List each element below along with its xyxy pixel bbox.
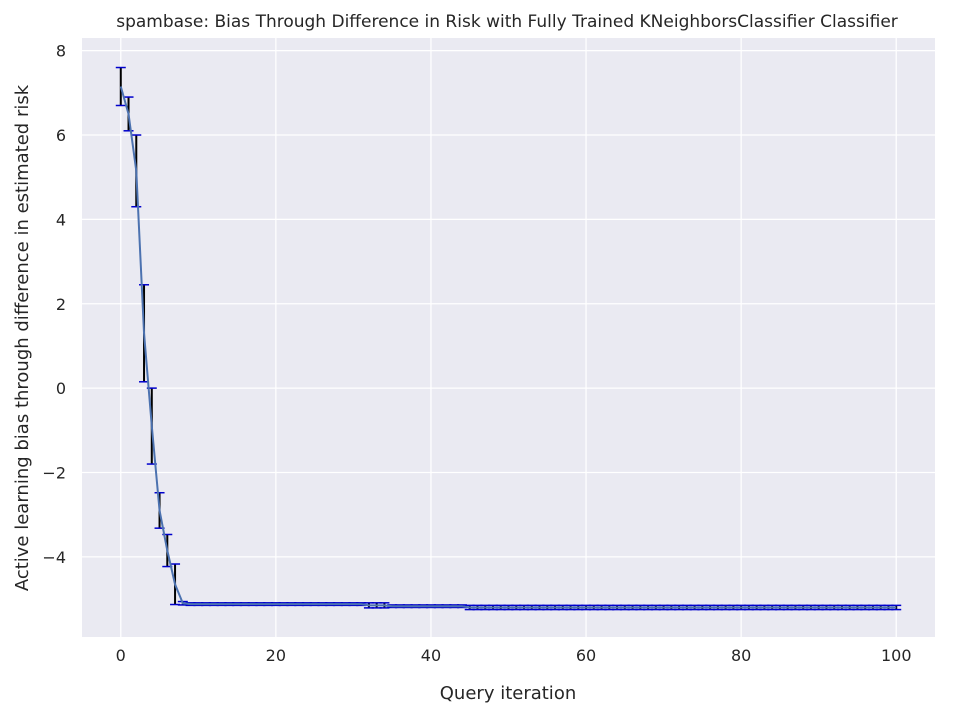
series-line — [119, 86, 897, 609]
y-tick-label: 6 — [56, 126, 66, 145]
x-axis-label: Query iteration — [440, 683, 576, 704]
x-tick-label: 100 — [881, 646, 912, 665]
series-line-layer — [119, 86, 897, 609]
grid — [82, 38, 935, 637]
y-axis-label: Active learning bias through difference … — [12, 84, 33, 591]
chart-title: spambase: Bias Through Difference in Ris… — [116, 12, 898, 32]
y-axis-ticks: 8 6 4 2 0 −2 −4 — [42, 42, 66, 567]
x-tick-label: 60 — [576, 646, 596, 665]
y-tick-label: −2 — [42, 463, 66, 482]
plot-area — [82, 38, 935, 637]
y-tick-label: 0 — [56, 379, 66, 398]
y-tick-label: −4 — [42, 548, 66, 567]
x-tick-label: 0 — [116, 646, 126, 665]
y-tick-label: 2 — [56, 295, 66, 314]
x-tick-label: 40 — [421, 646, 441, 665]
y-tick-label: 8 — [56, 42, 66, 61]
x-tick-label: 80 — [731, 646, 751, 665]
x-tick-label: 20 — [266, 646, 286, 665]
y-tick-label: 4 — [56, 210, 66, 229]
x-axis-ticks: 0 20 40 60 80 100 — [116, 646, 912, 665]
